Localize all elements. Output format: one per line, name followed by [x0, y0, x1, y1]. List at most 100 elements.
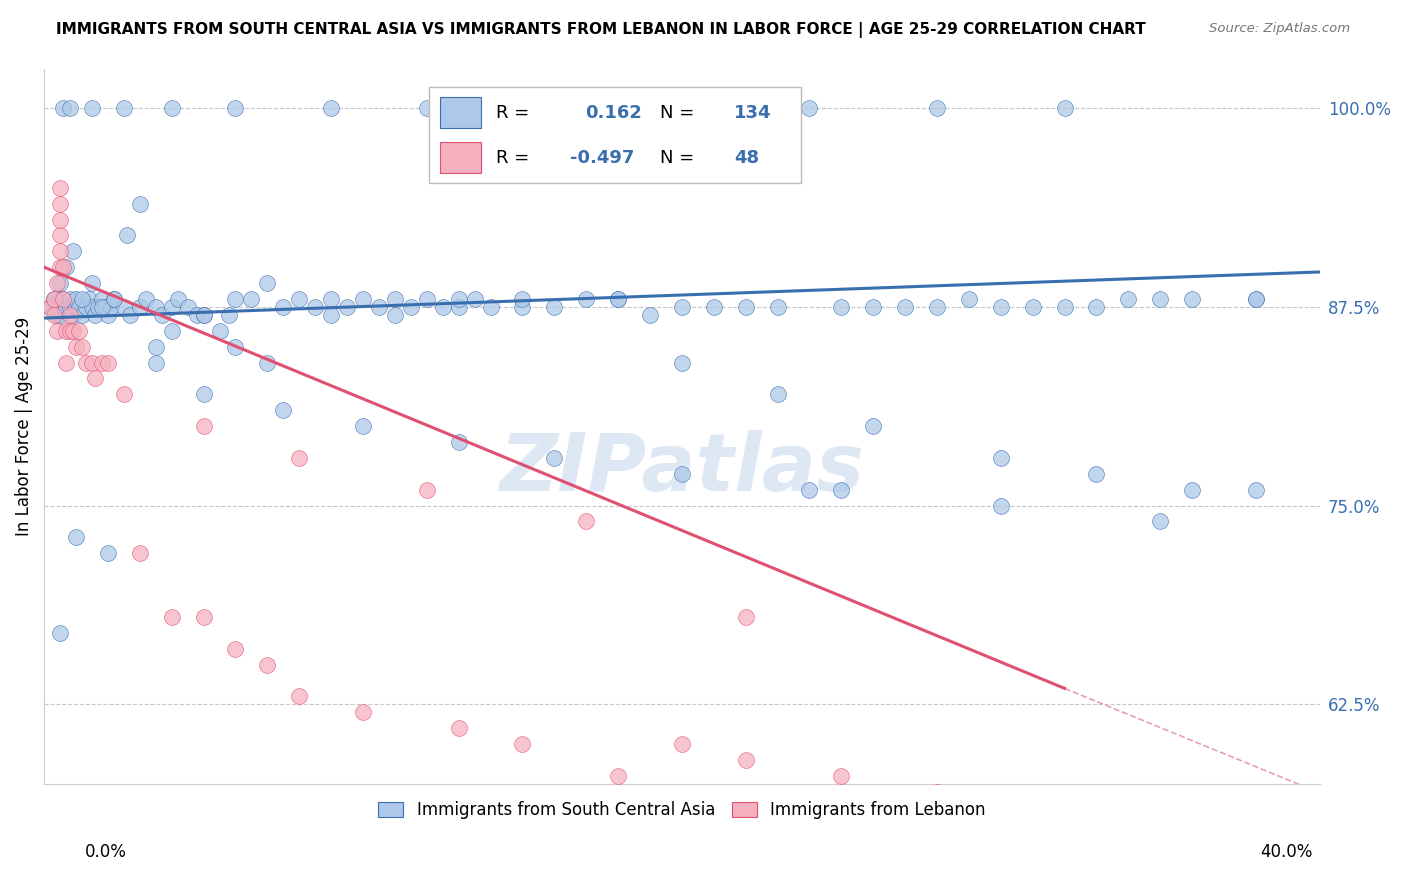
- Point: [512, 300, 534, 314]
- Point: [830, 300, 852, 314]
- Point: [42, 292, 65, 306]
- Y-axis label: In Labor Force | Age 25-29: In Labor Force | Age 25-29: [15, 317, 32, 536]
- Point: [103, 292, 125, 306]
- Point: [52, 260, 75, 275]
- Point: [830, 769, 852, 783]
- Text: 0.162: 0.162: [585, 103, 643, 121]
- Point: [512, 292, 534, 306]
- Point: [167, 292, 190, 306]
- Point: [52, 300, 75, 314]
- Point: [67, 324, 90, 338]
- Point: [990, 450, 1012, 465]
- Point: [1085, 467, 1108, 481]
- Point: [59, 324, 82, 338]
- Point: [447, 435, 470, 450]
- Point: [128, 300, 150, 314]
- Point: [62, 324, 84, 338]
- Point: [224, 340, 246, 354]
- Point: [39, 300, 62, 314]
- Text: R =: R =: [496, 103, 529, 121]
- Text: N =: N =: [659, 103, 695, 121]
- Point: [93, 300, 115, 314]
- Point: [80, 300, 103, 314]
- Point: [75, 355, 97, 369]
- Text: ZIPatlas: ZIPatlas: [499, 430, 865, 508]
- Point: [352, 705, 374, 719]
- Point: [990, 499, 1012, 513]
- Point: [925, 101, 948, 115]
- Point: [1149, 292, 1171, 306]
- Point: [59, 292, 82, 306]
- Point: [671, 467, 693, 481]
- Point: [224, 101, 246, 115]
- Point: [799, 101, 821, 115]
- Point: [72, 340, 94, 354]
- Point: [49, 308, 72, 322]
- Point: [112, 101, 135, 115]
- Point: [80, 276, 103, 290]
- Point: [49, 180, 72, 194]
- Point: [703, 300, 725, 314]
- Text: Source: ZipAtlas.com: Source: ZipAtlas.com: [1209, 22, 1350, 36]
- Point: [65, 300, 87, 314]
- Point: [734, 753, 756, 767]
- Point: [49, 300, 72, 314]
- Point: [766, 300, 789, 314]
- Point: [638, 308, 661, 322]
- Point: [543, 450, 565, 465]
- Point: [160, 101, 183, 115]
- Point: [55, 260, 77, 275]
- Point: [368, 300, 391, 314]
- Point: [256, 355, 278, 369]
- Point: [45, 308, 67, 322]
- Point: [186, 308, 208, 322]
- Point: [97, 308, 120, 322]
- Point: [957, 292, 980, 306]
- Point: [575, 292, 598, 306]
- Point: [49, 244, 72, 259]
- Point: [1181, 292, 1204, 306]
- Point: [72, 292, 94, 306]
- Point: [384, 308, 406, 322]
- Point: [90, 355, 112, 369]
- Point: [176, 300, 198, 314]
- Point: [1244, 483, 1267, 497]
- Point: [925, 785, 948, 799]
- Point: [990, 300, 1012, 314]
- Point: [894, 300, 917, 314]
- Point: [115, 228, 138, 243]
- Point: [193, 308, 215, 322]
- Point: [288, 292, 311, 306]
- Point: [84, 308, 107, 322]
- Point: [49, 212, 72, 227]
- Point: [607, 769, 630, 783]
- Point: [543, 300, 565, 314]
- Point: [65, 340, 87, 354]
- Point: [1244, 292, 1267, 306]
- Point: [1085, 300, 1108, 314]
- Point: [193, 610, 215, 624]
- Text: R =: R =: [496, 149, 529, 167]
- Point: [671, 737, 693, 751]
- Point: [399, 300, 422, 314]
- Point: [1118, 292, 1140, 306]
- Point: [479, 300, 502, 314]
- Point: [447, 292, 470, 306]
- Point: [59, 101, 82, 115]
- Point: [193, 387, 215, 401]
- Point: [52, 101, 75, 115]
- Point: [84, 371, 107, 385]
- Point: [39, 300, 62, 314]
- Point: [97, 546, 120, 560]
- Point: [1053, 101, 1076, 115]
- Point: [990, 800, 1012, 814]
- Point: [1053, 300, 1076, 314]
- Point: [49, 196, 72, 211]
- Point: [925, 300, 948, 314]
- Point: [49, 260, 72, 275]
- Point: [45, 324, 67, 338]
- Point: [145, 355, 167, 369]
- Point: [575, 515, 598, 529]
- Text: N =: N =: [659, 149, 695, 167]
- Point: [97, 355, 120, 369]
